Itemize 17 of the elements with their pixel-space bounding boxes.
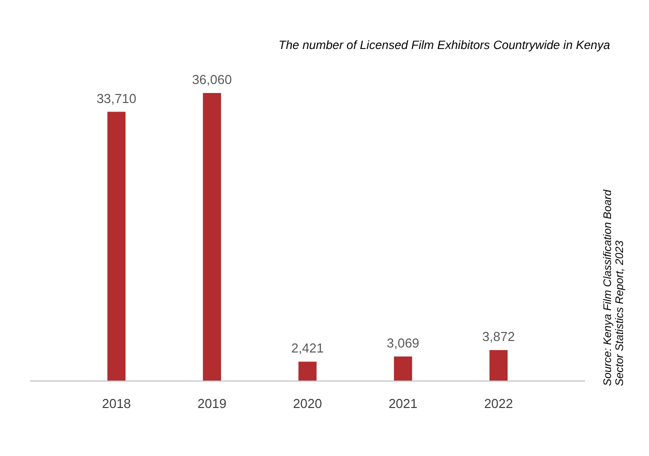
x-tick-label: 2018: [102, 396, 131, 411]
x-tick-label: 2021: [388, 396, 418, 411]
bar: [298, 362, 317, 381]
data-label: 3,069: [386, 335, 420, 350]
data-label: 33,710: [96, 90, 136, 106]
data-label: 3,872: [482, 329, 515, 344]
bar: [202, 93, 222, 381]
x-tick-label: 2020: [293, 396, 322, 411]
data-label: 36,060: [192, 72, 232, 87]
chart-title: The number of Licensed Film Exhibitors Countrywide in Kenya: [278, 38, 610, 52]
bar: [394, 356, 412, 381]
bar: [107, 112, 126, 381]
source-note: Source: Kenya Film Classification Board Sector Statistics Report, 2023: [602, 188, 626, 386]
data-label: 2,421: [291, 340, 324, 356]
bar: [489, 350, 508, 381]
x-tick-label: 2022: [484, 396, 514, 411]
x-tick-label: 2019: [198, 396, 226, 411]
